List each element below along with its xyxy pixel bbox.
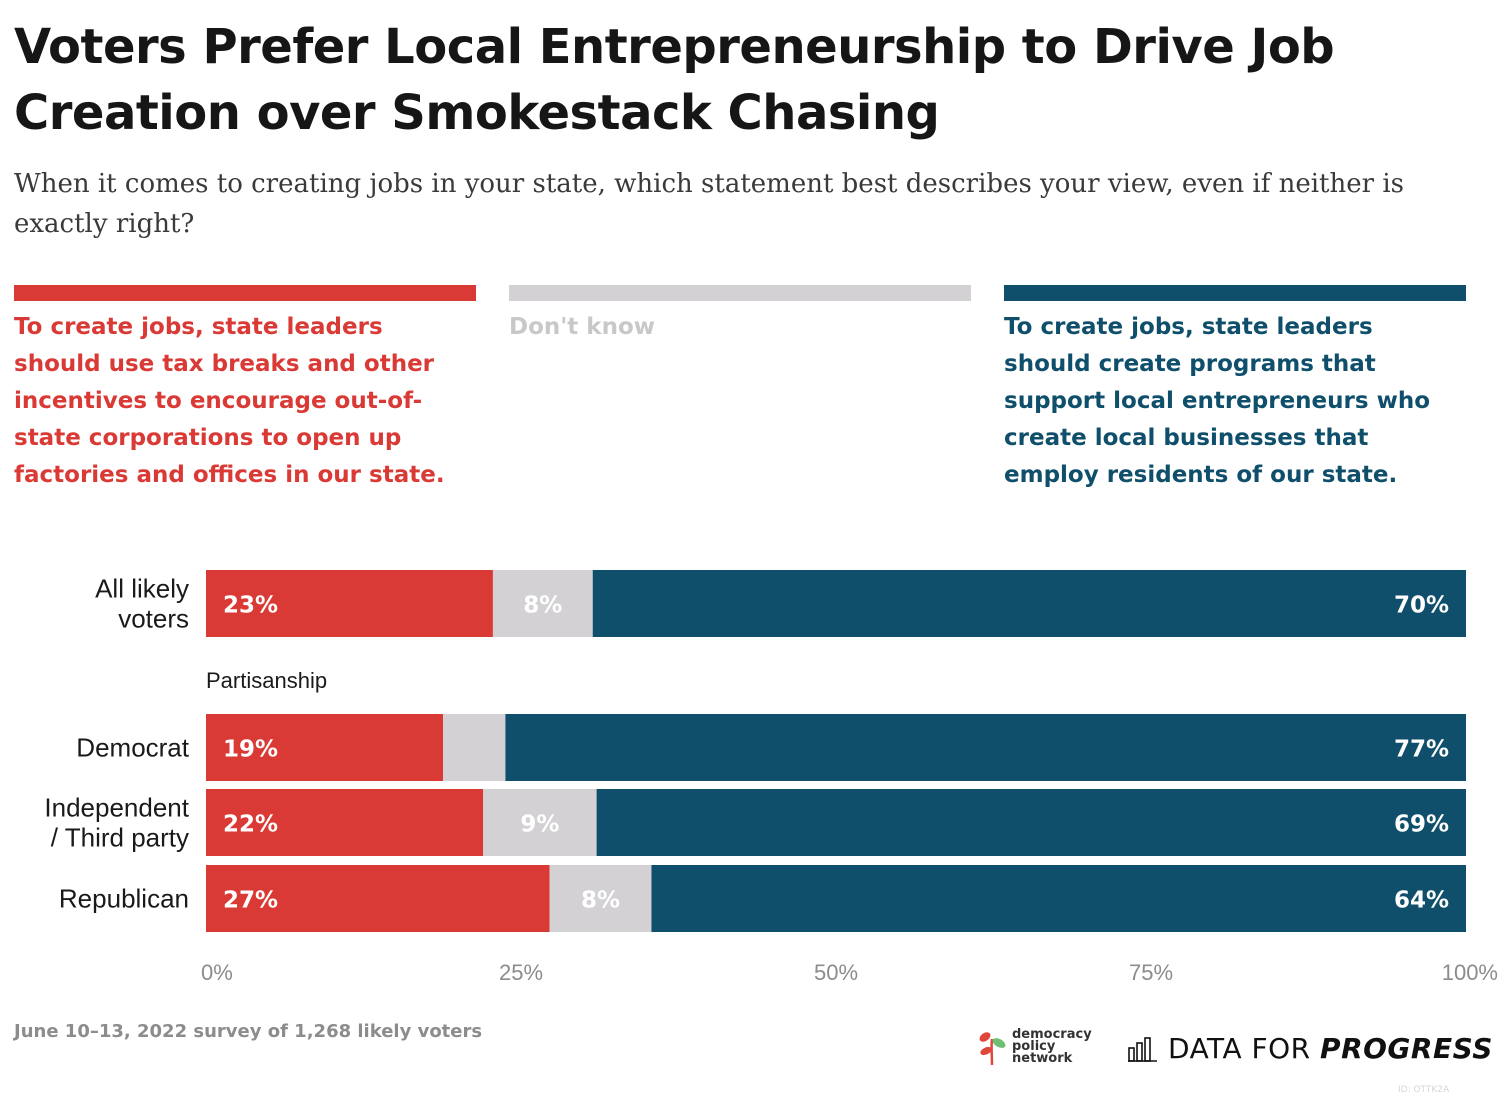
data-label-republican-series-0: 27% [223, 888, 278, 914]
dpn-word-3: network [1012, 1051, 1073, 1066]
dpn-word-2: policy [1012, 1039, 1056, 1054]
legend-label-dont-know: Don't know [509, 314, 656, 340]
bar-independent-third-party-series-2 [596, 789, 1466, 856]
category-label-democrat: Democrat [76, 733, 189, 763]
dfp-word-light: DATA FOR [1168, 1032, 1311, 1065]
data-label-all-likely-voters-series-0: 23% [223, 593, 278, 619]
category-label-all-likely-voters: All likely voters [95, 574, 189, 634]
sprout-icon [979, 1032, 1006, 1066]
bar-chart-icon [1128, 1036, 1157, 1062]
bar-republican-series-0 [206, 865, 550, 932]
x-tick-label-4: 100% [1442, 960, 1498, 985]
legend-label-local-entrepreneurs: To create jobs, state leaders should cre… [1004, 314, 1430, 488]
data-label-independent-third-party-series-0: 22% [223, 812, 278, 838]
bar-republican-series-1 [549, 865, 652, 932]
bar-democrat-series-1 [443, 714, 506, 781]
data-label-republican-series-2: 64% [1394, 888, 1449, 914]
bar-independent-third-party-series-0 [206, 789, 484, 856]
bar-independent-third-party-series-1 [483, 789, 597, 856]
legend-swatch-grey [509, 285, 971, 301]
data-label-all-likely-voters-series-1: 8% [523, 593, 562, 619]
data-label-democrat-series-2: 77% [1394, 737, 1449, 763]
data-for-progress-logo: DATA FOR PROGRESS [1128, 1032, 1493, 1065]
data-label-independent-third-party-series-2: 69% [1394, 812, 1449, 838]
bar-democrat-series-2 [505, 714, 1466, 781]
bar-all-likely-voters-series-0 [206, 570, 493, 637]
bar-all-likely-voters-series-1 [492, 570, 593, 637]
legend-swatch-blue [1004, 285, 1466, 301]
legend-item-tax-breaks: To create jobs, state leaders should use… [14, 285, 476, 494]
chart-id-watermark: ID: OTTK2A [1398, 1085, 1450, 1095]
chart-title: Voters Prefer Local Entrepreneurship to … [14, 19, 1335, 141]
legend-item-dont-know: Don't know [509, 285, 971, 346]
legend-label-tax-breaks: To create jobs, state leaders should use… [14, 314, 445, 488]
x-tick-label-2: 50% [814, 960, 858, 985]
category-label-independent-third-party: Independent / Third party [44, 793, 189, 853]
dpn-word-1: democracy [1012, 1027, 1092, 1042]
dpn-wordmark: democracy policy network [1012, 1027, 1092, 1066]
survey-footnote: June 10–13, 2022 survey of 1,268 likely … [14, 1021, 483, 1042]
democracy-policy-network-logo: democracy policy network [976, 1027, 1092, 1067]
chart-subtitle: When it comes to creating jobs in your s… [14, 169, 1404, 239]
dfp-wordmark: DATA FOR PROGRESS [1168, 1032, 1493, 1065]
data-label-republican-series-1: 8% [581, 888, 620, 914]
x-tick-label-0: 0% [201, 960, 233, 985]
dfp-word-bold: PROGRESS [1320, 1032, 1493, 1065]
x-tick-label-3: 75% [1129, 960, 1173, 985]
bar-republican-series-2 [651, 865, 1466, 932]
data-label-democrat-series-0: 19% [223, 737, 278, 763]
legend-item-local-entrepreneurs: To create jobs, state leaders should cre… [1004, 285, 1466, 494]
data-label-independent-third-party-series-1: 9% [520, 812, 559, 838]
category-label-republican: Republican [59, 884, 189, 914]
data-label-all-likely-voters-series-2: 70% [1394, 593, 1449, 619]
x-tick-label-1: 25% [499, 960, 543, 985]
bar-democrat-series-0 [206, 714, 444, 781]
bar-all-likely-voters-series-2 [592, 570, 1466, 637]
legend-swatch-red [14, 285, 476, 301]
group-label: Partisanship [206, 668, 327, 693]
stacked-bar-chart: Partisanship All likely voters 23% 8% 70% Demo… [44, 570, 1498, 985]
